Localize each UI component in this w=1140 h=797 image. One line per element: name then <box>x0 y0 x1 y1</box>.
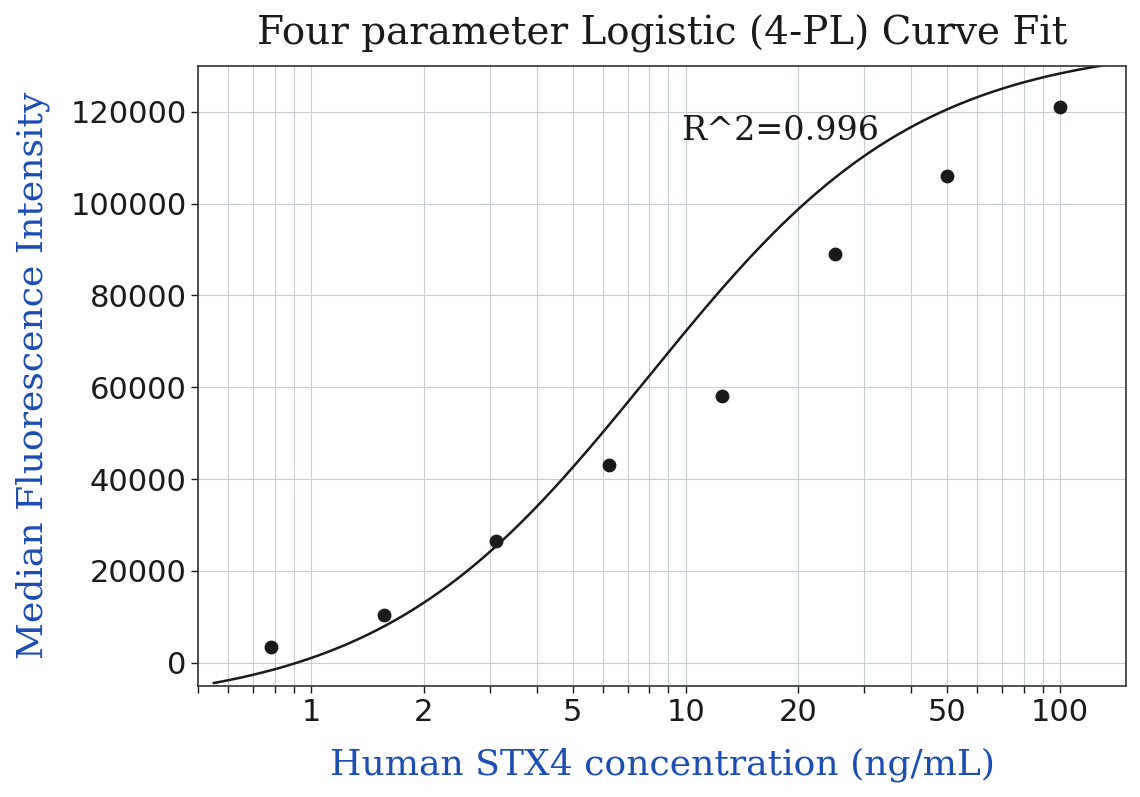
X-axis label: Human STX4 concentration (ng/mL): Human STX4 concentration (ng/mL) <box>329 748 994 782</box>
Point <box>600 459 618 472</box>
Y-axis label: Median Fluorescence Intensity: Median Fluorescence Intensity <box>15 92 49 659</box>
Text: R^2=0.996: R^2=0.996 <box>681 115 878 147</box>
Point <box>712 390 731 402</box>
Point <box>374 608 392 621</box>
Point <box>824 248 842 261</box>
Point <box>1050 100 1068 113</box>
Point <box>261 640 279 653</box>
Title: Four parameter Logistic (4-PL) Curve Fit: Four parameter Logistic (4-PL) Curve Fit <box>256 15 1066 53</box>
Point <box>937 170 955 183</box>
Point <box>487 535 505 548</box>
